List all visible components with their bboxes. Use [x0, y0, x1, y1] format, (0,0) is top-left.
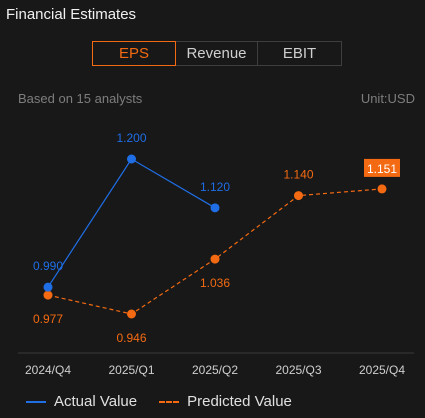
- predicted-point: [294, 191, 303, 201]
- tab-revenue[interactable]: Revenue: [176, 41, 258, 66]
- dashed-line-icon: [159, 400, 180, 403]
- x-tick-label: 2025/Q4: [359, 363, 405, 377]
- tab-ebit[interactable]: EBIT: [258, 41, 342, 66]
- predicted-data-label: 1.140: [283, 168, 313, 182]
- legend-predicted[interactable]: Predicted Value: [159, 393, 292, 410]
- tab-eps[interactable]: EPS: [92, 41, 176, 66]
- predicted-point: [377, 184, 387, 194]
- predicted-point: [210, 254, 220, 264]
- actual-point: [43, 282, 53, 292]
- predicted-data-label: 0.977: [33, 312, 63, 326]
- solid-line-icon: [26, 400, 46, 403]
- x-tick-label: 2025/Q3: [275, 363, 321, 377]
- chart-legend: Actual Value Predicted Value: [26, 393, 314, 410]
- analyst-count: Based on 15 analysts: [18, 91, 143, 106]
- legend-predicted-label: Predicted Value: [187, 393, 292, 410]
- actual-data-label: 1.200: [116, 131, 146, 145]
- page-title: Financial Estimates: [6, 6, 137, 23]
- actual-series-line: [47, 158, 216, 288]
- highlight-label-bg: [364, 158, 400, 177]
- x-tick-label: 2025/Q1: [108, 363, 154, 377]
- metric-tabs: EPS Revenue EBIT: [92, 41, 342, 66]
- actual-point: [127, 154, 136, 164]
- actual-data-label: 1.120: [200, 180, 230, 194]
- predicted-data-label: 1.151: [367, 162, 397, 176]
- legend-actual-label: Actual Value: [54, 393, 138, 410]
- actual-point: [210, 203, 220, 213]
- predicted-point: [43, 290, 53, 300]
- actual-data-label: 0.990: [33, 259, 63, 273]
- predicted-data-label: 1.036: [200, 276, 230, 290]
- legend-actual[interactable]: Actual Value: [26, 393, 137, 410]
- unit-label: Unit:USD: [360, 91, 415, 106]
- predicted-point: [127, 309, 136, 319]
- x-tick-label: 2025/Q2: [192, 363, 238, 377]
- predicted-data-label: 0.946: [116, 331, 146, 345]
- x-tick-label: 2024/Q4: [25, 363, 71, 377]
